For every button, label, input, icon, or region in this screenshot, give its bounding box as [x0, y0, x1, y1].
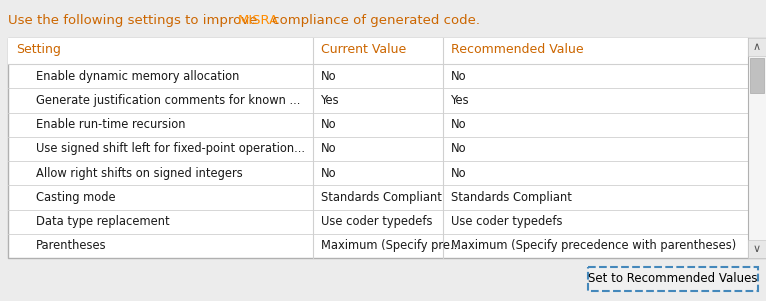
Text: No: No: [451, 118, 466, 131]
Bar: [748, 38, 766, 56]
Text: Set to Recommended Values: Set to Recommended Values: [588, 272, 758, 286]
Text: No: No: [451, 142, 466, 155]
Text: Parentheses: Parentheses: [36, 239, 106, 252]
Text: Enable dynamic memory allocation: Enable dynamic memory allocation: [36, 70, 239, 83]
Text: Use the following settings to improve: Use the following settings to improve: [8, 14, 262, 27]
Text: Standards Compliant: Standards Compliant: [451, 191, 572, 204]
Text: Casting mode: Casting mode: [36, 191, 116, 204]
Text: Yes: Yes: [451, 94, 470, 107]
Text: Use coder typedefs: Use coder typedefs: [451, 215, 562, 228]
Text: No: No: [451, 70, 466, 83]
Text: No: No: [451, 167, 466, 180]
Text: Use coder typedefs: Use coder typedefs: [321, 215, 433, 228]
Text: No: No: [321, 70, 336, 83]
Text: Maximum (Specify pre...: Maximum (Specify pre...: [321, 239, 461, 252]
Text: Data type replacement: Data type replacement: [36, 215, 169, 228]
Text: Yes: Yes: [321, 94, 339, 107]
Text: Enable run-time recursion: Enable run-time recursion: [36, 118, 185, 131]
Text: No: No: [321, 142, 336, 155]
Text: MISRA: MISRA: [238, 14, 279, 27]
Text: No: No: [321, 118, 336, 131]
Bar: [8, 38, 766, 258]
Text: Standards Compliant: Standards Compliant: [321, 191, 442, 204]
Text: Recommended Value: Recommended Value: [451, 43, 584, 56]
Bar: [748, 38, 766, 258]
Text: Generate justification comments for known ...: Generate justification comments for know…: [36, 94, 300, 107]
Bar: [8, 38, 766, 64]
Text: No: No: [321, 167, 336, 180]
Text: compliance of generated code.: compliance of generated code.: [268, 14, 480, 27]
Bar: [588, 267, 758, 291]
Bar: [750, 58, 764, 93]
Text: ∨: ∨: [753, 244, 761, 254]
Text: Setting: Setting: [16, 43, 61, 56]
Text: Current Value: Current Value: [321, 43, 406, 56]
Bar: [748, 240, 766, 258]
Text: ∧: ∧: [753, 42, 761, 52]
Text: Allow right shifts on signed integers: Allow right shifts on signed integers: [36, 167, 243, 180]
Text: Use signed shift left for fixed-point operation...: Use signed shift left for fixed-point op…: [36, 142, 305, 155]
Text: Maximum (Specify precedence with parentheses): Maximum (Specify precedence with parenth…: [451, 239, 736, 252]
